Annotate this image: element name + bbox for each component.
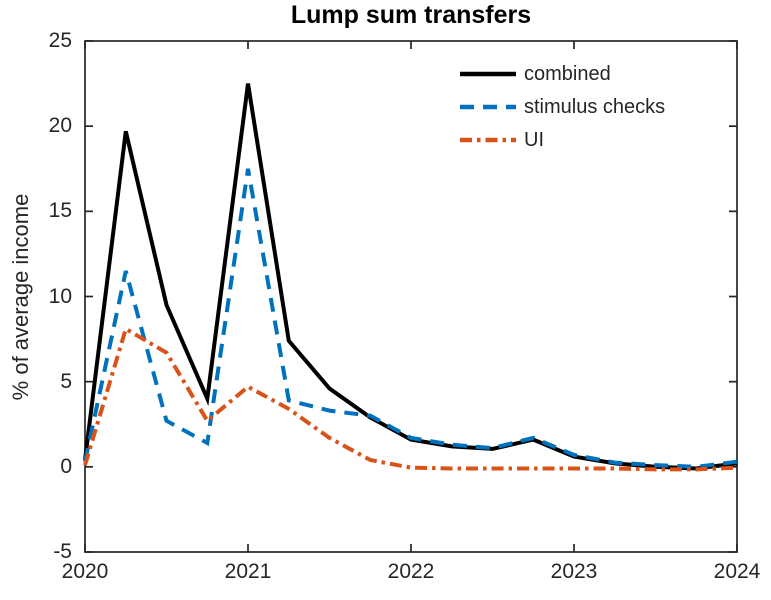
chart-title: Lump sum transfers [290,1,532,29]
x-tick-label: 2023 [550,560,598,583]
legend-line-sample-combined-icon [460,71,516,77]
y-tick-label: 20 [48,114,72,138]
y-tick-label: -5 [53,540,72,563]
legend-item-combined: combined [460,59,665,89]
y-tick-label: 25 [48,29,72,52]
legend-line-sample-stimulus-icon [460,104,516,110]
legend-label: stimulus checks [524,95,666,118]
x-tick-label: 2021 [224,560,272,583]
x-tick-label: 2022 [387,560,435,583]
legend-label: UI [524,128,544,151]
y-tick-label: 0 [60,454,72,478]
y-tick-label: 10 [48,284,72,308]
y-tick-label: 5 [60,369,72,393]
legend-item-ui: UI [460,125,665,155]
legend-label: combined [524,62,611,85]
series-line-UI [83,325,738,472]
x-tick-label: 2024 [713,560,761,583]
x-tick-label: 2020 [61,560,109,583]
series-line-stimulus-checks [83,168,738,469]
legend-item-stimulus-checks: stimulus checks [460,92,665,122]
y-tick-label: 15 [48,199,72,223]
legend: combined stimulus checks UI [460,59,665,155]
legend-line-sample-ui-icon [460,137,516,143]
